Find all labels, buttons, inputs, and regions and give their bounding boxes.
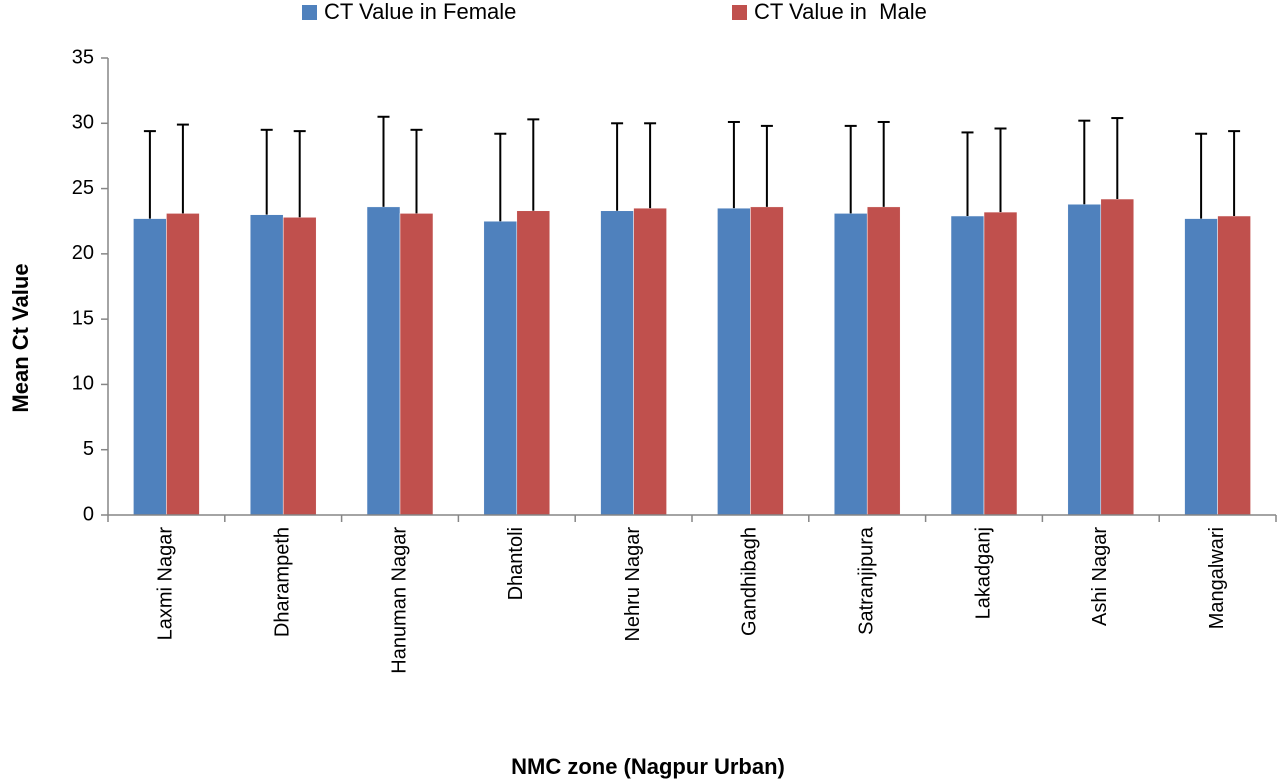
y-axis-title: Mean Ct Value [8, 263, 33, 412]
legend-label: CT Value in Female [324, 0, 516, 24]
y-tick-label: 5 [83, 438, 94, 460]
x-tick-label: Laxmi Nagar [155, 527, 177, 641]
x-tick-label: Lakadganj [972, 527, 994, 619]
bars [133, 198, 1251, 516]
y-tick-label: 20 [72, 242, 94, 264]
bar-female [950, 215, 985, 516]
bar-male [1217, 215, 1251, 516]
bar-female [1067, 203, 1102, 516]
bar-female [483, 220, 518, 516]
bar-male [399, 213, 434, 516]
y-tick-label: 10 [72, 373, 94, 395]
x-tick-label: Mangalwari [1206, 527, 1228, 629]
bar-male [516, 210, 551, 516]
bar-male [166, 213, 200, 516]
error-bars [143, 115, 1241, 222]
x-tick-label: Nehru Nagar [622, 527, 644, 642]
bar-male [750, 206, 784, 516]
bar-male [1100, 198, 1135, 516]
bar-male [866, 206, 901, 516]
x-tick-label: Gandhibagh [739, 527, 761, 636]
legend-label: CT Value in Male [754, 0, 927, 24]
x-tick-label: Ashi Nagar [1089, 527, 1111, 626]
bar-male [633, 207, 667, 516]
bar-female [133, 218, 167, 516]
bar-female [366, 206, 401, 516]
bar-female [1184, 218, 1218, 516]
y-tick-label: 0 [83, 503, 94, 525]
bar-male [282, 217, 317, 516]
y-axis: 0 5 10 15 20 25 30 35 [72, 46, 109, 525]
x-tick-label: Dharampeth [271, 527, 293, 637]
x-tick-label: Dhantoli [505, 527, 527, 600]
legend-swatch [732, 5, 747, 20]
y-tick-label: 35 [72, 46, 94, 68]
x-axis-title: NMC zone (Nagpur Urban) [511, 754, 785, 779]
y-tick-label: 15 [72, 307, 94, 329]
bar-male [983, 211, 1018, 516]
bar-female [249, 214, 284, 516]
x-tick-label: Hanuman Nagar [388, 527, 410, 674]
y-tick-label: 30 [72, 112, 94, 134]
bar-female [833, 213, 868, 516]
bar-female [600, 210, 634, 516]
bar-female [717, 207, 751, 516]
y-tick-label: 25 [72, 177, 94, 199]
x-axis: Laxmi Nagar Dharampeth Hanuman Nagar Dhanto… [107, 514, 1277, 674]
legend: CT Value in Female CT Value in Male [302, 0, 927, 24]
x-tick-label: Satranjipura [855, 526, 877, 635]
legend-swatch [302, 5, 317, 20]
